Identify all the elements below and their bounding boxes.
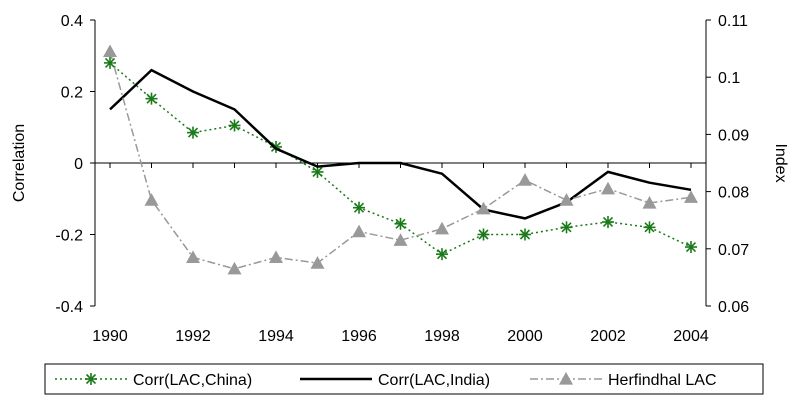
x-tick-label: 1996: [341, 328, 377, 345]
series-2-point: [559, 193, 574, 206]
series-0-point: [685, 241, 697, 254]
series-2-point: [518, 173, 532, 186]
y-axis-title-right: Index: [772, 143, 789, 182]
x-tick-label: 1992: [175, 328, 211, 345]
legend-box: [44, 363, 764, 395]
y-tick-label-right: 0.09: [718, 127, 749, 144]
y-tick-label-right: 0.1: [718, 70, 740, 87]
series-0-point: [560, 221, 573, 234]
y-tick-label-left: 0: [74, 156, 83, 173]
series-2-point: [601, 181, 615, 195]
series-2-point: [227, 261, 242, 275]
y-tick-label-left: 0.2: [61, 85, 83, 102]
series-0-point: [187, 126, 199, 139]
series-0-point: [353, 201, 365, 214]
series-2-point: [103, 44, 117, 58]
legend-marker-2: [559, 372, 573, 385]
series-2-point: [186, 250, 200, 263]
y-tick-label-right: 0.08: [718, 185, 749, 202]
legend-marker-0: [85, 373, 97, 385]
series-line-2: [109, 51, 692, 270]
series-2-point: [352, 224, 366, 238]
series-0-point: [519, 228, 531, 241]
legend-label-1: Corr(LAC,India): [378, 372, 490, 389]
series-2-point: [435, 221, 449, 235]
series-2-point: [476, 201, 491, 215]
legend-label-2: Herfindhal LAC: [608, 372, 717, 389]
series-0-point: [602, 215, 614, 228]
series-0-point: [145, 92, 158, 105]
series-0-point: [643, 221, 656, 234]
x-tick-label: 2004: [673, 328, 709, 345]
series-2-point: [684, 190, 698, 203]
series-line-1: [109, 68, 692, 220]
y-tick-label-right: 0.11: [718, 13, 748, 30]
series-2-point: [144, 193, 159, 206]
series-0-point: [394, 217, 407, 230]
plot-area: -0.4 -0.2 0 0.2 0.4 0.06 0.07 0.08 0.09 0.1 0.11 19…: [55, 13, 749, 345]
x-tick-label: 1998: [424, 328, 460, 345]
legend-label-0: Corr(LAC,China): [133, 372, 252, 389]
x-tick-label: 1994: [258, 328, 294, 345]
series-2-point: [393, 233, 408, 246]
series-2-point: [310, 256, 325, 269]
y-tick-label-left: -0.2: [55, 228, 83, 245]
series-2-point: [642, 196, 657, 209]
y-tick-label-left: -0.4: [55, 299, 83, 316]
x-tick-label: 1990: [92, 328, 128, 345]
y-tick-label-left: 0.4: [61, 13, 83, 30]
series-0-point: [477, 228, 490, 241]
legend: Corr(LAC,China) Corr(LAC,India) Herfindhal…: [44, 363, 764, 395]
series-0-point: [104, 56, 116, 69]
series-2-point: [269, 250, 283, 263]
series-0-point: [228, 119, 241, 132]
x-tick-label: 2002: [590, 328, 626, 345]
y-axis-title-left: Correlation: [11, 124, 28, 202]
series-0-point: [436, 248, 448, 261]
y-tick-label-right: 0.07: [718, 242, 749, 259]
y-tick-label-right: 0.06: [718, 299, 749, 316]
series-0-point: [311, 165, 324, 178]
x-tick-label: 2000: [507, 328, 543, 345]
